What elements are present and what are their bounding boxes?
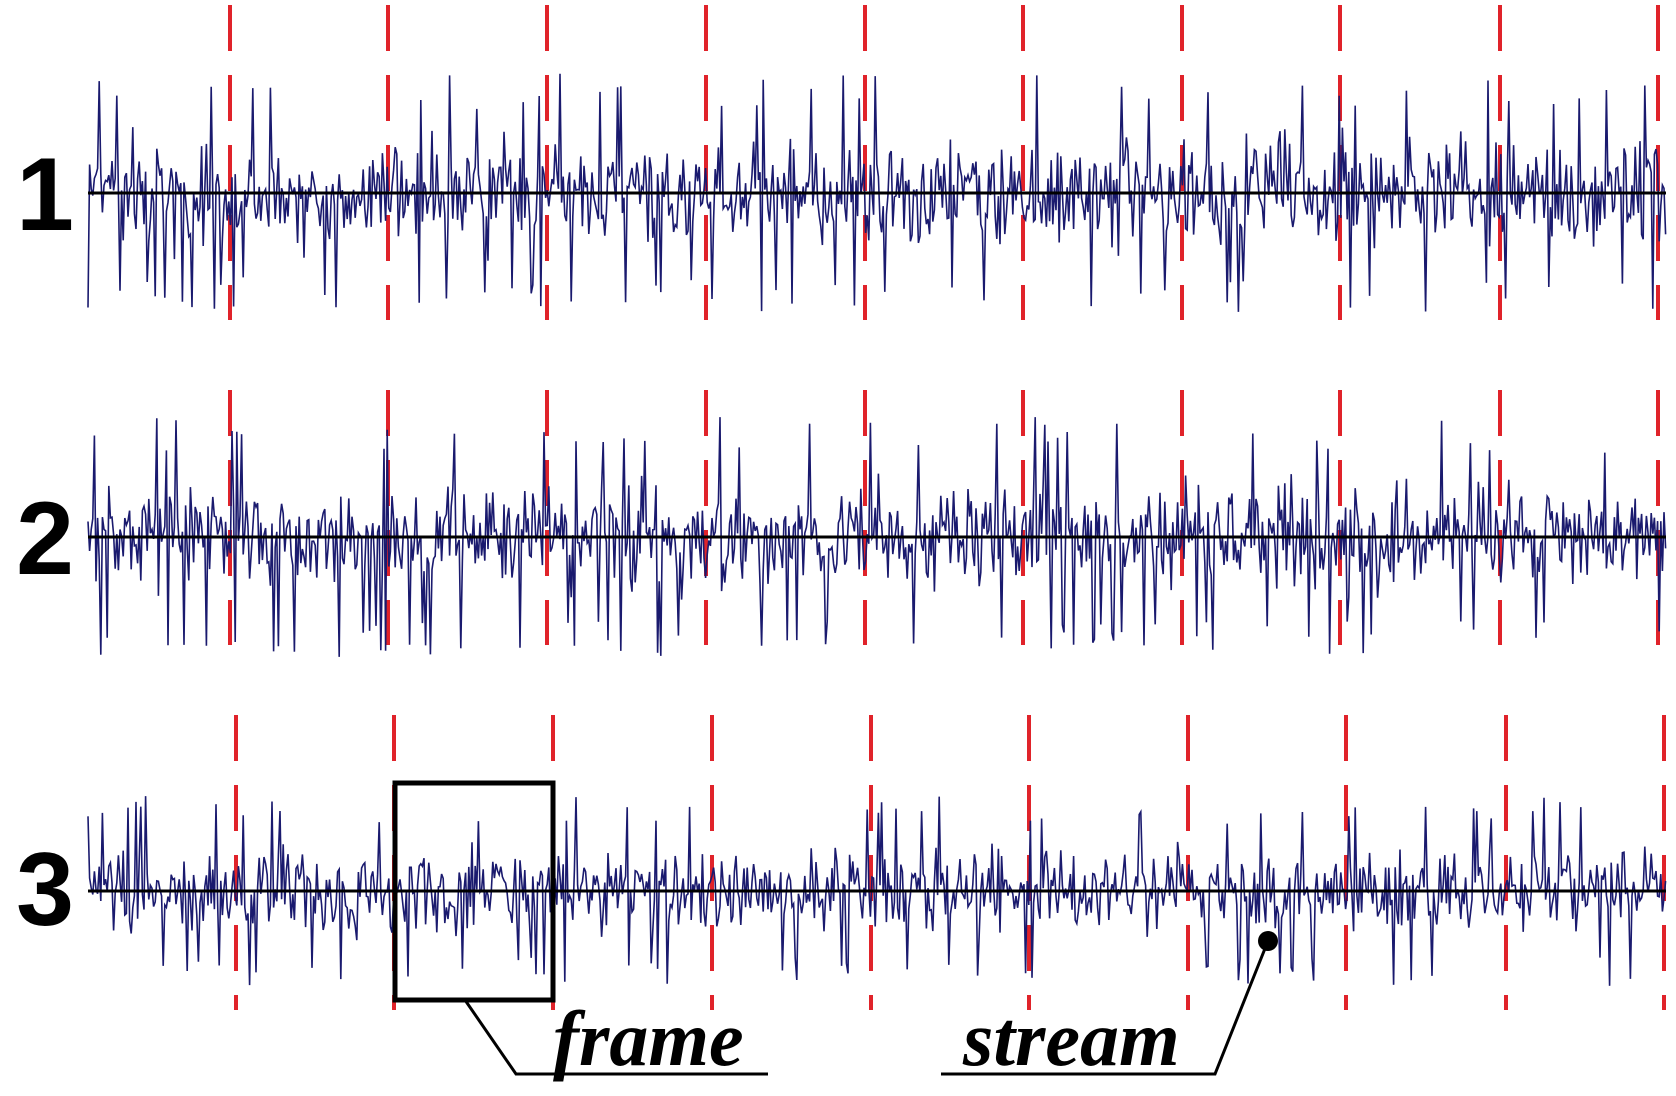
frame-box (392, 780, 556, 1003)
signal-trace-1 (87, 73, 1667, 312)
baselines (88, 191, 1666, 893)
stream-label: stream (963, 995, 1180, 1082)
signal-trace-2 (87, 417, 1667, 657)
row-label-2: 2 (16, 481, 74, 597)
stream-leader-line (941, 940, 1270, 1076)
frame-label: frame (553, 995, 744, 1082)
row-label-1: 1 (16, 137, 74, 253)
signal-traces (87, 73, 1667, 986)
callouts (392, 780, 1278, 1076)
frame-leader-line (463, 999, 768, 1076)
signal-trace-3 (87, 796, 1667, 986)
row-label-3: 3 (16, 832, 74, 948)
